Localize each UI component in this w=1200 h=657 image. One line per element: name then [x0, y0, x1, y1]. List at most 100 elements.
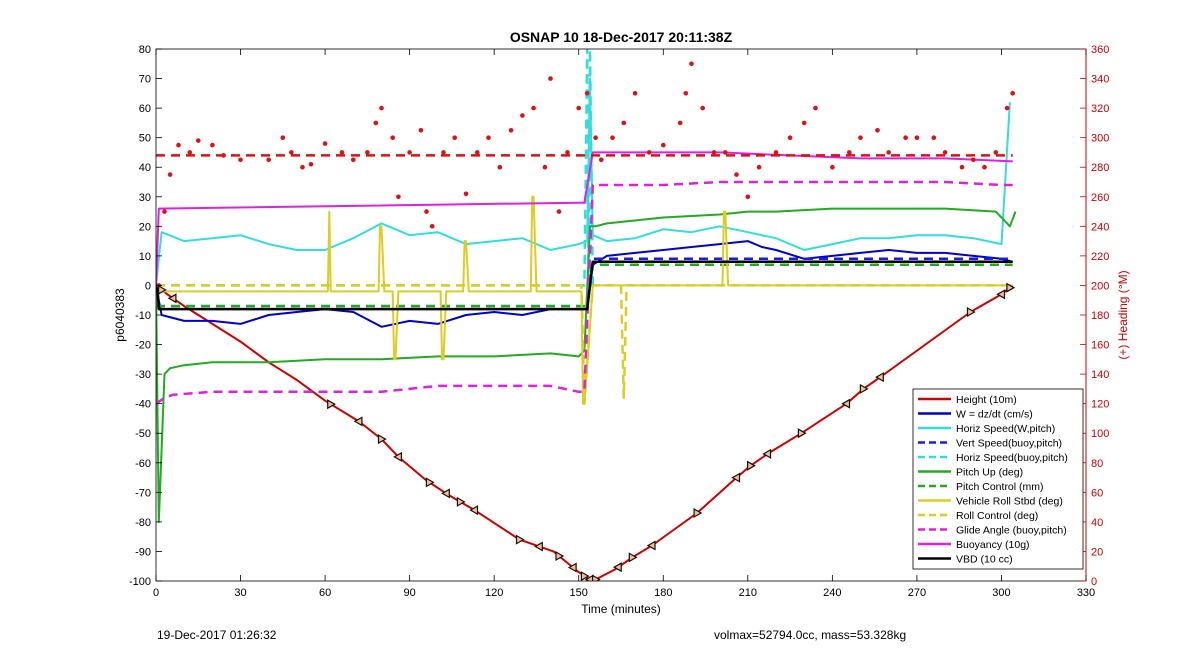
heading-point	[475, 150, 480, 155]
heading-point	[621, 120, 627, 126]
series-line-buoyancy-10g	[156, 151, 1013, 286]
heading-point	[661, 142, 666, 148]
heading-point	[1010, 91, 1015, 96]
height-marker	[746, 460, 756, 471]
heading-point	[787, 135, 793, 140]
heading-point	[548, 76, 553, 81]
height-marker	[731, 472, 741, 483]
height-marker	[567, 562, 577, 573]
heading-point	[196, 138, 201, 143]
heading-point	[187, 150, 193, 155]
legend-entry: Buoyancy (10g)	[956, 539, 1030, 551]
legend-entry: Glide Angle (buoy,pitch)	[956, 525, 1067, 537]
legend-entry: Pitch Control (mm)	[956, 481, 1044, 493]
height-marker	[612, 562, 622, 573]
legend-box	[912, 388, 1084, 570]
y-axis-label-left: p6040383	[113, 288, 127, 342]
legend-entry: Horiz Speed(buoy,pitch)	[956, 452, 1068, 464]
heading-point	[308, 162, 314, 167]
height-marker	[591, 574, 601, 581]
y-tick-label-left: 10	[139, 251, 151, 263]
x-tick-label: 60	[319, 587, 331, 599]
footer-vehicle-info: volmax=52794.0cc, mass=53.328kg	[714, 628, 907, 642]
y-tick-label-left: -100	[129, 576, 151, 588]
heading-point	[959, 164, 965, 170]
y-tick-label-left: -10	[135, 310, 151, 322]
heading-point	[711, 150, 717, 155]
heading-point	[632, 91, 638, 96]
legend-entry: Vert Speed(buoy,pitch)	[956, 438, 1062, 450]
series-heading	[156, 61, 1015, 288]
heading-point	[441, 150, 446, 155]
heading-point	[508, 128, 514, 133]
height-marker	[762, 448, 772, 459]
y-tick-label-right: 320	[1091, 103, 1109, 115]
heading-point	[565, 150, 570, 155]
heading-point	[396, 194, 401, 200]
height-marker	[996, 289, 1006, 300]
series-line-w-dz-dt-cm-s	[156, 240, 1013, 328]
heading-point	[531, 105, 536, 111]
series-line-glide-angle-buoy-pitch	[156, 180, 1013, 405]
legend-entry: Vehicle Roll Stbd (deg)	[956, 496, 1063, 508]
y-tick-label-left: -20	[135, 340, 151, 352]
legend-entry: Roll Control (deg)	[956, 510, 1038, 522]
legend-entry: Pitch Up (deg)	[956, 467, 1023, 479]
y-tick-label-right: 240	[1091, 221, 1109, 233]
heading-point	[424, 209, 429, 214]
height-marker	[859, 383, 869, 394]
y-tick-label-left: 70	[139, 74, 151, 86]
height-marker	[441, 488, 450, 499]
y-tick-label-right: 60	[1091, 487, 1103, 499]
y-tick-label-right: 80	[1091, 458, 1103, 470]
heading-point	[683, 91, 689, 96]
heading-point	[646, 150, 652, 155]
y-tick-label-left: 50	[139, 133, 151, 145]
height-marker	[167, 293, 177, 304]
height-marker	[797, 428, 807, 439]
plot-area	[156, 49, 1017, 581]
height-marker	[515, 534, 525, 545]
height-marker	[580, 571, 590, 581]
y-tick-label-right: 360	[1091, 44, 1109, 56]
x-tick-label: 150	[570, 587, 588, 599]
height-marker	[327, 399, 336, 410]
y-tick-label-left: -50	[135, 428, 151, 440]
y-tick-label-right: 180	[1091, 310, 1109, 322]
heading-point	[280, 135, 286, 140]
heading-point	[610, 135, 615, 140]
y-tick-label-right: 20	[1091, 546, 1103, 558]
series-line-vbd-10-cc	[156, 260, 1013, 311]
legend-entry: W = dz/dt (cm/s)	[956, 409, 1033, 421]
height-marker	[693, 507, 703, 519]
height-marker	[158, 284, 167, 295]
heading-point	[542, 164, 548, 170]
axes: 0 30 60 90 120 150 180 210 240 270 300 330807060504…	[129, 44, 1109, 599]
heading-point	[520, 113, 525, 118]
heading-point	[982, 164, 987, 170]
x-axis-label: Time (minutes)	[581, 602, 661, 616]
heading-point	[266, 157, 272, 163]
y-tick-label-right: 160	[1091, 340, 1109, 352]
height-marker	[555, 550, 565, 562]
heading-point	[593, 135, 598, 140]
heading-point	[931, 135, 937, 140]
legend-entry: Horiz Speed(W,pitch)	[956, 423, 1055, 435]
y-tick-label-right: 280	[1091, 162, 1109, 174]
height-markers	[158, 282, 1016, 581]
series-line-vert-speed-buoy-pitch	[156, 257, 1013, 308]
heading-point	[801, 120, 807, 126]
heading-point	[700, 105, 705, 111]
chart-title: OSNAP 10 18-Dec-2017 20:11:38Z	[510, 29, 733, 45]
x-tick-label: 0	[153, 587, 159, 599]
height-marker	[628, 552, 638, 563]
height-marker	[875, 372, 884, 383]
height-marker	[393, 451, 402, 462]
y-tick-label-right: 200	[1091, 280, 1109, 292]
height-marker	[534, 541, 543, 552]
heading-point	[942, 150, 948, 155]
height-marker	[353, 416, 363, 427]
heading-point	[599, 157, 604, 163]
